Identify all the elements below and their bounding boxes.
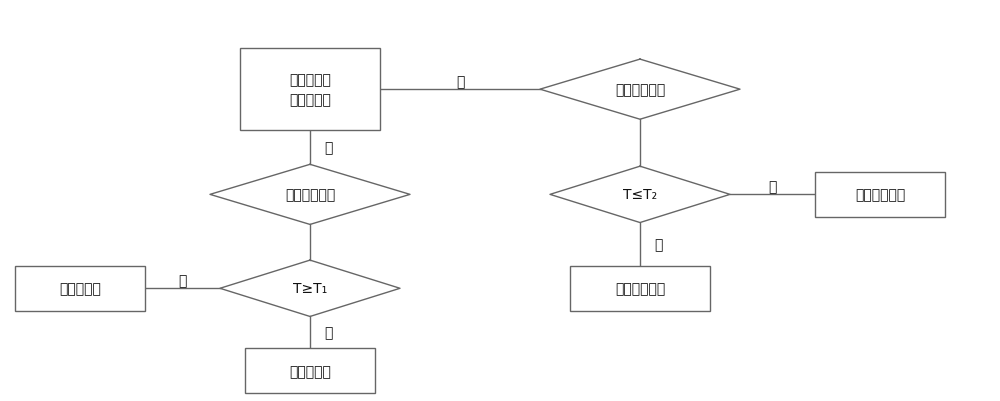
Polygon shape	[210, 165, 410, 225]
Text: 加热组件开启: 加热组件开启	[615, 282, 665, 296]
Text: 加热组件关闭: 加热组件关闭	[855, 188, 905, 202]
Text: 第二感温元件: 第二感温元件	[615, 83, 665, 97]
Text: T≥T₁: T≥T₁	[293, 282, 327, 296]
Bar	[240, 49, 380, 131]
Text: 电磁阀开启: 电磁阀开启	[289, 364, 331, 378]
Text: T≤T₂: T≤T₂	[623, 188, 657, 202]
Polygon shape	[540, 60, 740, 120]
Text: 电磁阀关闭: 电磁阀关闭	[59, 282, 101, 296]
Bar	[815, 172, 945, 217]
Polygon shape	[220, 261, 400, 317]
Bar	[15, 266, 145, 311]
Text: 制冷系统处
于运行状态: 制冷系统处 于运行状态	[289, 73, 331, 107]
Text: 是: 是	[324, 141, 332, 155]
Text: 第一感温元件: 第一感温元件	[285, 188, 335, 202]
Text: 否: 否	[178, 273, 187, 287]
Bar	[570, 266, 710, 311]
Text: 否: 否	[768, 180, 777, 194]
Text: 否: 否	[456, 75, 464, 89]
Polygon shape	[550, 167, 730, 223]
Text: 是: 是	[324, 326, 332, 340]
Bar	[245, 348, 375, 393]
Text: 是: 是	[654, 237, 662, 251]
